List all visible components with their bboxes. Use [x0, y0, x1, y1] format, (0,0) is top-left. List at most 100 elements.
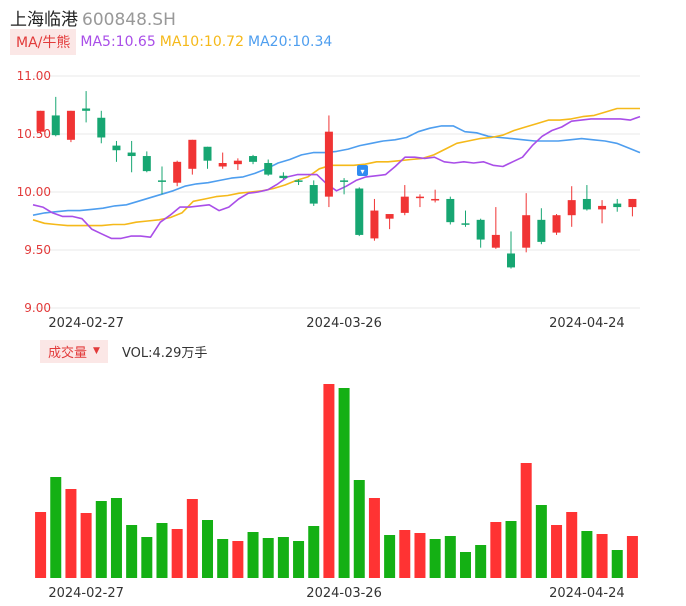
candle-body-39: [628, 198, 637, 208]
y-tick-label-0: 11.00: [17, 69, 51, 83]
price-date-label-2: 2024-04-24: [549, 316, 625, 331]
volume-bar-32: [520, 463, 532, 578]
candle-body-11: [203, 146, 212, 161]
candle-17: [294, 179, 303, 186]
candle-body-36: [582, 198, 591, 210]
event-marker-glyph: ▾: [360, 167, 364, 176]
candle-35: [567, 186, 576, 227]
candle-12: [218, 152, 227, 169]
ma20-legend: MA20:10.34: [248, 34, 333, 50]
candle-body-26: [431, 198, 440, 201]
candle-body-9: [173, 161, 182, 183]
candle-1: [51, 96, 60, 137]
event-marker-icon[interactable]: [357, 165, 368, 176]
volume-bar-10: [186, 499, 198, 578]
y-tick-label-1: 10.50: [17, 127, 51, 141]
volume-bar-29: [475, 545, 487, 578]
candle-body-4: [97, 117, 106, 138]
ma10-legend: MA10:10.72: [159, 34, 245, 50]
y-tick-label-2: 10.00: [17, 185, 51, 199]
candle-body-17: [294, 180, 303, 182]
volume-bar-17: [293, 541, 305, 578]
volume-bar-15: [262, 538, 274, 578]
volume-bar-35: [566, 512, 578, 578]
volume-bar-36: [581, 531, 593, 578]
ma-indicator-button[interactable]: MA/牛熊: [10, 29, 77, 55]
candle-18: [309, 180, 318, 206]
volume-bar-14: [247, 532, 259, 578]
candle-23: [385, 214, 394, 230]
candle-body-20: [340, 180, 349, 182]
price-date-label-0: 2024-02-27: [48, 316, 124, 331]
volume-bar-8: [156, 523, 168, 578]
candle-body-35: [567, 200, 576, 216]
candle-5: [112, 140, 121, 162]
volume-bar-2: [65, 489, 77, 578]
price-axis-ticks: 11.00 10.50 10.00 9.50 9.00: [17, 69, 51, 315]
stock-title: 上海临港 600848.SH: [10, 5, 176, 30]
volume-bar-6: [126, 525, 138, 578]
y-tick-label-4: 9.00: [24, 301, 51, 315]
volume-bar-34: [551, 525, 563, 578]
candle-9: [173, 160, 182, 187]
candle-28: [461, 210, 470, 227]
ma5-line: [32, 115, 641, 240]
candle-38: [613, 198, 622, 212]
candle-body-34: [552, 215, 561, 233]
volume-date-axis: 2024-02-27 2024-03-26 2024-04-24: [48, 586, 624, 601]
volume-bar-22: [368, 498, 380, 578]
volume-legend: 成交量 ▼ VOL:4.29万手: [40, 339, 208, 363]
candle-body-22: [370, 210, 379, 239]
ma-legend: MA/牛熊 MA5:10.65 MA10:10.72 MA20:10.34: [10, 29, 336, 55]
candle-22: [370, 198, 379, 241]
candle-37: [598, 200, 607, 224]
candle-6: [127, 140, 136, 173]
grid-lines: [33, 75, 640, 309]
candle-16: [279, 172, 288, 180]
candle-body-12: [218, 163, 227, 167]
volume-bar-5: [110, 498, 122, 578]
event-marker[interactable]: ▾: [357, 165, 368, 176]
candle-body-32: [522, 215, 531, 248]
stock-name: 上海临港: [10, 10, 78, 30]
moving-average-lines: [32, 107, 641, 240]
candle-body-37: [598, 205, 607, 210]
candle-14: [249, 154, 258, 165]
volume-bar-39: [626, 536, 638, 578]
volume-date-label-2: 2024-04-24: [549, 586, 625, 601]
candle-8: [157, 166, 166, 195]
volume-bar-30: [490, 522, 502, 578]
candle-36: [582, 185, 591, 211]
volume-bar-26: [429, 539, 441, 578]
candle-15: [264, 159, 273, 176]
candle-body-0: [36, 110, 45, 132]
volume-indicator-button[interactable]: 成交量 ▼: [40, 339, 108, 363]
candle-25: [415, 194, 424, 208]
volume-bar-28: [459, 552, 471, 578]
candle-body-27: [446, 198, 455, 223]
candle-body-31: [507, 253, 516, 268]
candle-29: [476, 218, 485, 248]
price-date-label-1: 2024-03-26: [306, 316, 382, 331]
candle-39: [628, 198, 637, 217]
candle-body-33: [537, 219, 546, 242]
candle-31: [507, 231, 516, 269]
candle-body-8: [157, 180, 166, 182]
candle-30: [491, 207, 500, 249]
candle-3: [82, 91, 91, 123]
volume-bar-0: [35, 512, 47, 578]
volume-bar-3: [80, 513, 92, 578]
candle-body-18: [309, 185, 318, 204]
candle-body-7: [142, 156, 151, 172]
y-tick-label-3: 9.50: [24, 243, 51, 257]
volume-button-label: 成交量: [48, 345, 88, 361]
volume-bar-33: [535, 505, 547, 578]
candle-body-25: [415, 196, 424, 199]
volume-bar-24: [399, 530, 411, 578]
candle-body-23: [385, 214, 394, 219]
candle-26: [431, 189, 440, 203]
volume-value: VOL:4.29万手: [121, 345, 208, 361]
candle-body-24: [400, 196, 409, 213]
volume-bar-18: [308, 526, 320, 578]
